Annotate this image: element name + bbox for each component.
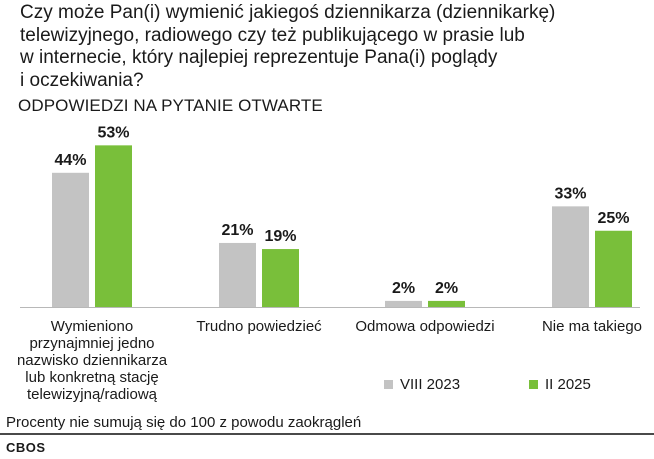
chart-title: Czy może Pan(i) wymienić jakiegoś dzienn… (20, 2, 640, 92)
bar (595, 230, 632, 307)
divider (0, 433, 654, 435)
chart-title-line: telewizyjnego, radiowego czy też publiku… (20, 24, 525, 46)
legend-swatch (529, 380, 538, 389)
data-label: 2% (435, 280, 458, 297)
legend-label: II 2025 (545, 376, 591, 393)
category-label-line: Trudno powiedzieć (196, 318, 322, 335)
bar (262, 249, 299, 307)
bar (95, 145, 132, 307)
category-label-line: Odmowa odpowiedzi (355, 318, 495, 335)
category-label-line: nazwisko dziennikarza (16, 352, 168, 369)
source-logo: CBOS (6, 440, 46, 455)
legend-label: VIII 2023 (400, 376, 461, 393)
chart-title-line: Czy może Pan(i) wymienić jakiegoś dzienn… (20, 2, 556, 23)
data-label: 19% (264, 228, 296, 245)
bar (428, 300, 465, 307)
category-label-line: telewizyjną/radiową (26, 386, 158, 403)
bar (52, 172, 89, 307)
data-label: 44% (54, 152, 86, 169)
data-label: 21% (221, 222, 253, 239)
chart-title-line: i oczekiwania? (20, 69, 144, 91)
category-label: Wymieniono przynajmniej jedno nazwisko dzi… (17, 318, 167, 403)
chart-title-line: w internecie, który najlepiej reprezentu… (20, 47, 498, 68)
bar (219, 242, 256, 307)
category-label: Nie ma takiego (542, 318, 642, 335)
data-label: 25% (597, 210, 629, 227)
category-label-line: przynajmniej jedno (29, 335, 155, 352)
bar (385, 300, 422, 307)
chart-subtitle: ODPOWIEDZI NA PYTANIE OTWARTE (18, 96, 323, 115)
legend-swatch (384, 380, 393, 389)
data-label: 2% (392, 280, 415, 297)
category-label-line: lub konkretną stację (25, 369, 159, 386)
legend-item-ii-2025: II 2025 (529, 376, 591, 393)
data-label: 33% (554, 185, 586, 202)
bar (552, 206, 589, 307)
data-label: 53% (97, 124, 129, 141)
legend-item-viii-2023: VIII 2023 (384, 376, 460, 393)
category-label: Odmowa odpowiedzi (355, 318, 494, 335)
footnote: Procenty nie sumują się do 100 z powodu … (6, 414, 362, 431)
category-label: Trudno powiedzieć (196, 318, 321, 335)
category-label-line: Nie ma takiego (541, 318, 643, 335)
category-label-line: Wymieniono (50, 318, 134, 335)
